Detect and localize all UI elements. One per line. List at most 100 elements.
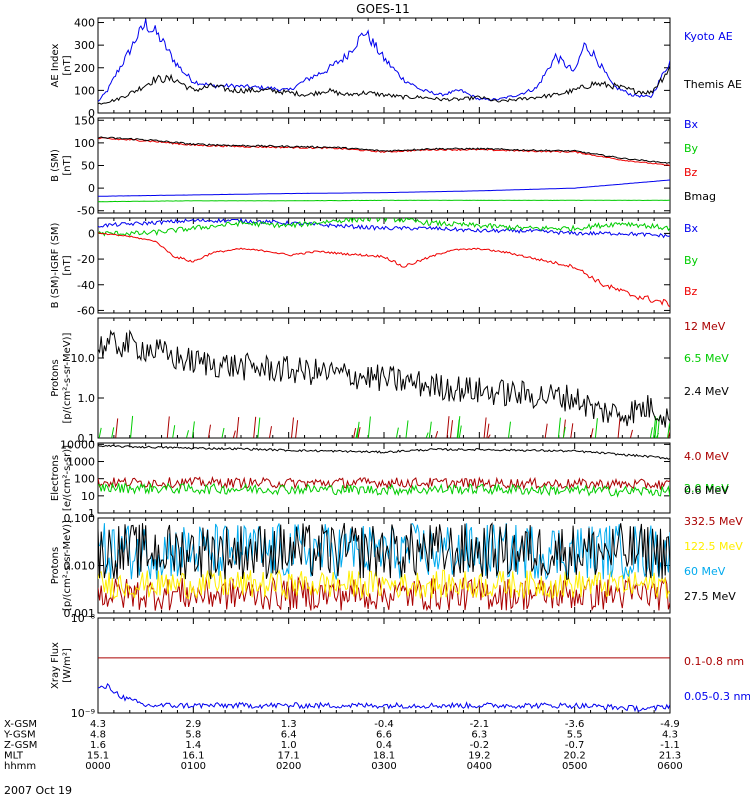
x-axis-value: 21.3 <box>659 751 681 762</box>
x-axis-value: -0.4 <box>374 719 394 730</box>
x-axis-value: -0.2 <box>470 740 490 751</box>
series-bmag <box>98 136 670 164</box>
series-6-5-mev <box>98 415 670 438</box>
series-bx <box>98 179 670 197</box>
y-tick-label: 300 <box>74 39 95 52</box>
y-axis-label: [e/(cm²-s-sr)] <box>62 445 73 511</box>
x-axis-value: 0400 <box>467 761 492 772</box>
x-axis-value: 6.3 <box>471 730 487 741</box>
legend-label: 60 MeV <box>684 565 726 578</box>
legend-label: Bx <box>684 118 699 131</box>
y-tick-label: 1.0 <box>78 392 96 405</box>
y-axis-label: [nT] <box>62 255 73 275</box>
y-tick-label: 0 <box>88 182 95 195</box>
y-tick-label: 1000 <box>67 456 95 469</box>
y-axis-label: Xray Flux <box>50 642 61 689</box>
legend-label: 2.0 MeV <box>684 482 729 495</box>
panel-ae: 0 100 200 300 400 AE Index [nT] Kyoto AE Themis … <box>50 17 742 120</box>
panel-frame <box>97 17 671 114</box>
series-kyoto-ae <box>98 19 670 102</box>
legend-label: 6.5 MeV <box>684 352 729 365</box>
series-12-mev <box>115 416 670 438</box>
y-tick-label: 0.001 <box>64 607 96 620</box>
x-axis-value: 4.3 <box>90 719 106 730</box>
panel-frame <box>97 317 671 439</box>
y-axis-label: B (SM)-IGRF (SM) <box>50 223 61 309</box>
x-axis-value: 4.8 <box>90 730 106 741</box>
y-tick-label: -20 <box>77 253 95 266</box>
panel-protons_high: 0.001 0.010 0.100 Protons [p/(cm²-s-sr-MeV)]… <box>50 512 743 620</box>
series-2-0-mev <box>98 482 670 498</box>
y-tick-label: 0.010 <box>64 560 96 573</box>
y-tick-label: 200 <box>74 62 95 75</box>
x-axis-value: 0100 <box>181 761 206 772</box>
legend-label: Bz <box>684 285 698 298</box>
y-axis-label: B (SM) <box>50 149 61 182</box>
y-axis-label: Protons <box>50 359 61 396</box>
x-axis-value: 0300 <box>371 761 396 772</box>
series-27-5-mev <box>98 522 670 580</box>
legend-label: 12 MeV <box>684 320 726 333</box>
legend-label: 27.5 MeV <box>684 590 736 603</box>
series-by <box>98 218 670 237</box>
legend-label: 0.6 MeV <box>684 484 729 497</box>
x-axis-value: -1.1 <box>660 740 680 751</box>
y-tick-label: 10⁻⁹ <box>71 707 95 720</box>
x-axis-value: -0.7 <box>565 740 585 751</box>
x-axis-value: -3.6 <box>565 719 585 730</box>
y-axis-label: [nT] <box>62 55 73 75</box>
series-bz <box>98 137 670 167</box>
y-tick-label: 10 <box>81 490 95 503</box>
x-axis-value: 6.4 <box>281 730 297 741</box>
series-bz <box>98 232 670 308</box>
series-4-0-mev <box>98 475 670 491</box>
x-axis-value: -2.1 <box>470 719 490 730</box>
y-tick-label: 0.100 <box>64 512 96 525</box>
x-axis-table: X-GSM 4.3 2.9 1.3 -0.4 -2.1 -3.6 -4.9 Y-GSM 4.8 5.… <box>3 719 683 772</box>
panel-frame <box>97 617 671 714</box>
x-axis-value: 6.6 <box>376 730 392 741</box>
panel-electrons: 1 10 100 1000 10000 Electrons [e/(cm²-s-sr)] 4.… <box>50 438 729 520</box>
y-tick-label: 100 <box>74 84 95 97</box>
x-axis-value: 1.4 <box>185 740 201 751</box>
legend-label: 4.0 MeV <box>684 450 729 463</box>
y-tick-label: -60 <box>77 304 95 317</box>
y-tick-label: 0 <box>88 107 95 120</box>
y-tick-label: 400 <box>74 17 95 30</box>
y-tick-label: 1 <box>88 507 95 520</box>
y-tick-label: 150 <box>74 114 95 127</box>
x-axis-value: 0.4 <box>376 740 392 751</box>
y-axis-label: Electrons <box>50 455 61 501</box>
legend-label: Bmag <box>684 190 716 203</box>
x-axis-value: 0500 <box>562 761 587 772</box>
x-axis-value: 19.2 <box>468 751 490 762</box>
x-axis-value: 1.6 <box>90 740 106 751</box>
x-axis-value: 17.1 <box>278 751 300 762</box>
series-0-6-mev <box>98 444 670 460</box>
y-tick-label: 50 <box>81 160 95 173</box>
legend-label: Kyoto AE <box>684 30 733 43</box>
legend-label: Bx <box>684 222 699 235</box>
y-tick-label: 0.1 <box>78 432 96 445</box>
legend-label: 0.05-0.3 nm <box>684 690 750 703</box>
legend-label: By <box>684 254 699 267</box>
x-axis-row-label: Z-GSM <box>4 740 37 751</box>
y-tick-label: 10.0 <box>71 352 96 365</box>
panel-frame <box>97 217 671 314</box>
y-axis-label: [p/(cm²-s-sr-MeV)] <box>62 520 73 611</box>
series-2-4-mev <box>98 329 670 428</box>
y-axis-label: [nT] <box>62 155 73 175</box>
legend-label: 0.1-0.8 nm <box>684 655 744 668</box>
x-axis-row-label: MLT <box>4 751 24 762</box>
legend-label: Bz <box>684 166 698 179</box>
y-axis-label: [W/m²] <box>62 648 73 683</box>
panel-bsm: -50 0 50 100 150 B (SM) [nT] Bx By Bz Bmag <box>50 114 716 217</box>
legend-label: 2.4 MeV <box>684 385 729 398</box>
x-axis-value: 4.3 <box>662 730 678 741</box>
y-axis-label: AE Index <box>50 43 61 87</box>
x-axis-value: 0000 <box>85 761 110 772</box>
panel-frame <box>97 117 671 214</box>
x-axis-value: 18.1 <box>373 751 395 762</box>
